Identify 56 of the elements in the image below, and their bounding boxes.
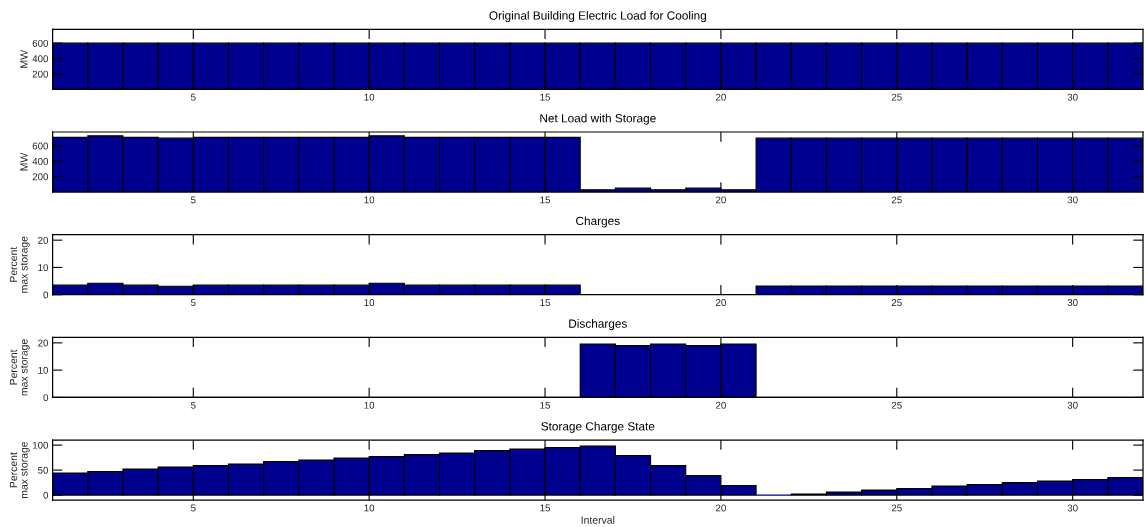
- y-axis-title: MW: [20, 50, 28, 68]
- y-tick-label: 20: [38, 236, 49, 244]
- x-tick-label: 30: [1067, 401, 1078, 409]
- chart-title: Storage Charge State: [541, 421, 655, 433]
- x-tick-label: 5: [190, 504, 196, 512]
- y-tick-label: 100: [32, 441, 49, 449]
- x-tick-label: 15: [540, 93, 551, 101]
- x-tick-label: 10: [364, 93, 375, 101]
- x-tick-label: 30: [1067, 196, 1078, 204]
- x-axis-title: Interval: [581, 516, 615, 524]
- x-tick-label: 25: [891, 299, 902, 307]
- x-tick-label: 30: [1067, 93, 1078, 101]
- x-tick-label: 5: [190, 196, 196, 204]
- x-tick-label: 20: [715, 504, 726, 512]
- x-tick-label: 20: [715, 93, 726, 101]
- x-tick-label: 15: [540, 196, 551, 204]
- y-tick-label: 50: [38, 466, 49, 474]
- x-tick-label: 20: [715, 196, 726, 204]
- chart-title: Discharges: [569, 319, 627, 331]
- y-tick-label: 0: [43, 394, 49, 402]
- x-tick-label: 25: [891, 93, 902, 101]
- y-tick-label: 600: [32, 39, 49, 47]
- x-tick-label: 10: [364, 196, 375, 204]
- y-tick-label: 400: [32, 55, 49, 63]
- y-axis-title: Percent max storage: [9, 441, 30, 499]
- y-tick-label: 200: [32, 173, 49, 181]
- y-axis-title: Percent max storage: [9, 236, 30, 293]
- y-tick-label: 10: [38, 264, 49, 272]
- x-tick-label: 15: [540, 504, 551, 512]
- y-axis-title: Percent max storage: [9, 339, 30, 396]
- x-tick-label: 30: [1067, 504, 1078, 512]
- chart-title: Charges: [576, 216, 620, 228]
- y-tick-label: 0: [43, 491, 49, 499]
- y-tick-label: 10: [38, 366, 49, 374]
- x-tick-label: 5: [190, 93, 196, 101]
- x-tick-label: 30: [1067, 299, 1078, 307]
- x-tick-label: 5: [190, 401, 196, 409]
- x-tick-label: 10: [364, 299, 375, 307]
- y-tick-label: 0: [43, 291, 49, 299]
- x-tick-label: 25: [891, 504, 902, 512]
- x-tick-label: 5: [190, 299, 196, 307]
- x-tick-label: 25: [891, 401, 902, 409]
- x-tick-label: 20: [715, 401, 726, 409]
- y-axis-title: MW: [20, 152, 28, 171]
- x-tick-label: 15: [540, 401, 551, 409]
- x-tick-label: 15: [540, 299, 551, 307]
- chart-title: Original Building Electric Load for Cooling: [489, 11, 706, 23]
- y-tick-label: 400: [32, 157, 49, 165]
- chart-title: Net Load with Storage: [540, 113, 656, 125]
- x-tick-label: 10: [364, 504, 375, 512]
- y-tick-label: 600: [32, 142, 49, 150]
- y-tick-label: 20: [38, 339, 49, 347]
- x-tick-label: 10: [364, 401, 375, 409]
- y-tick-label: 200: [32, 70, 49, 78]
- x-tick-label: 25: [891, 196, 902, 204]
- x-tick-label: 20: [715, 299, 726, 307]
